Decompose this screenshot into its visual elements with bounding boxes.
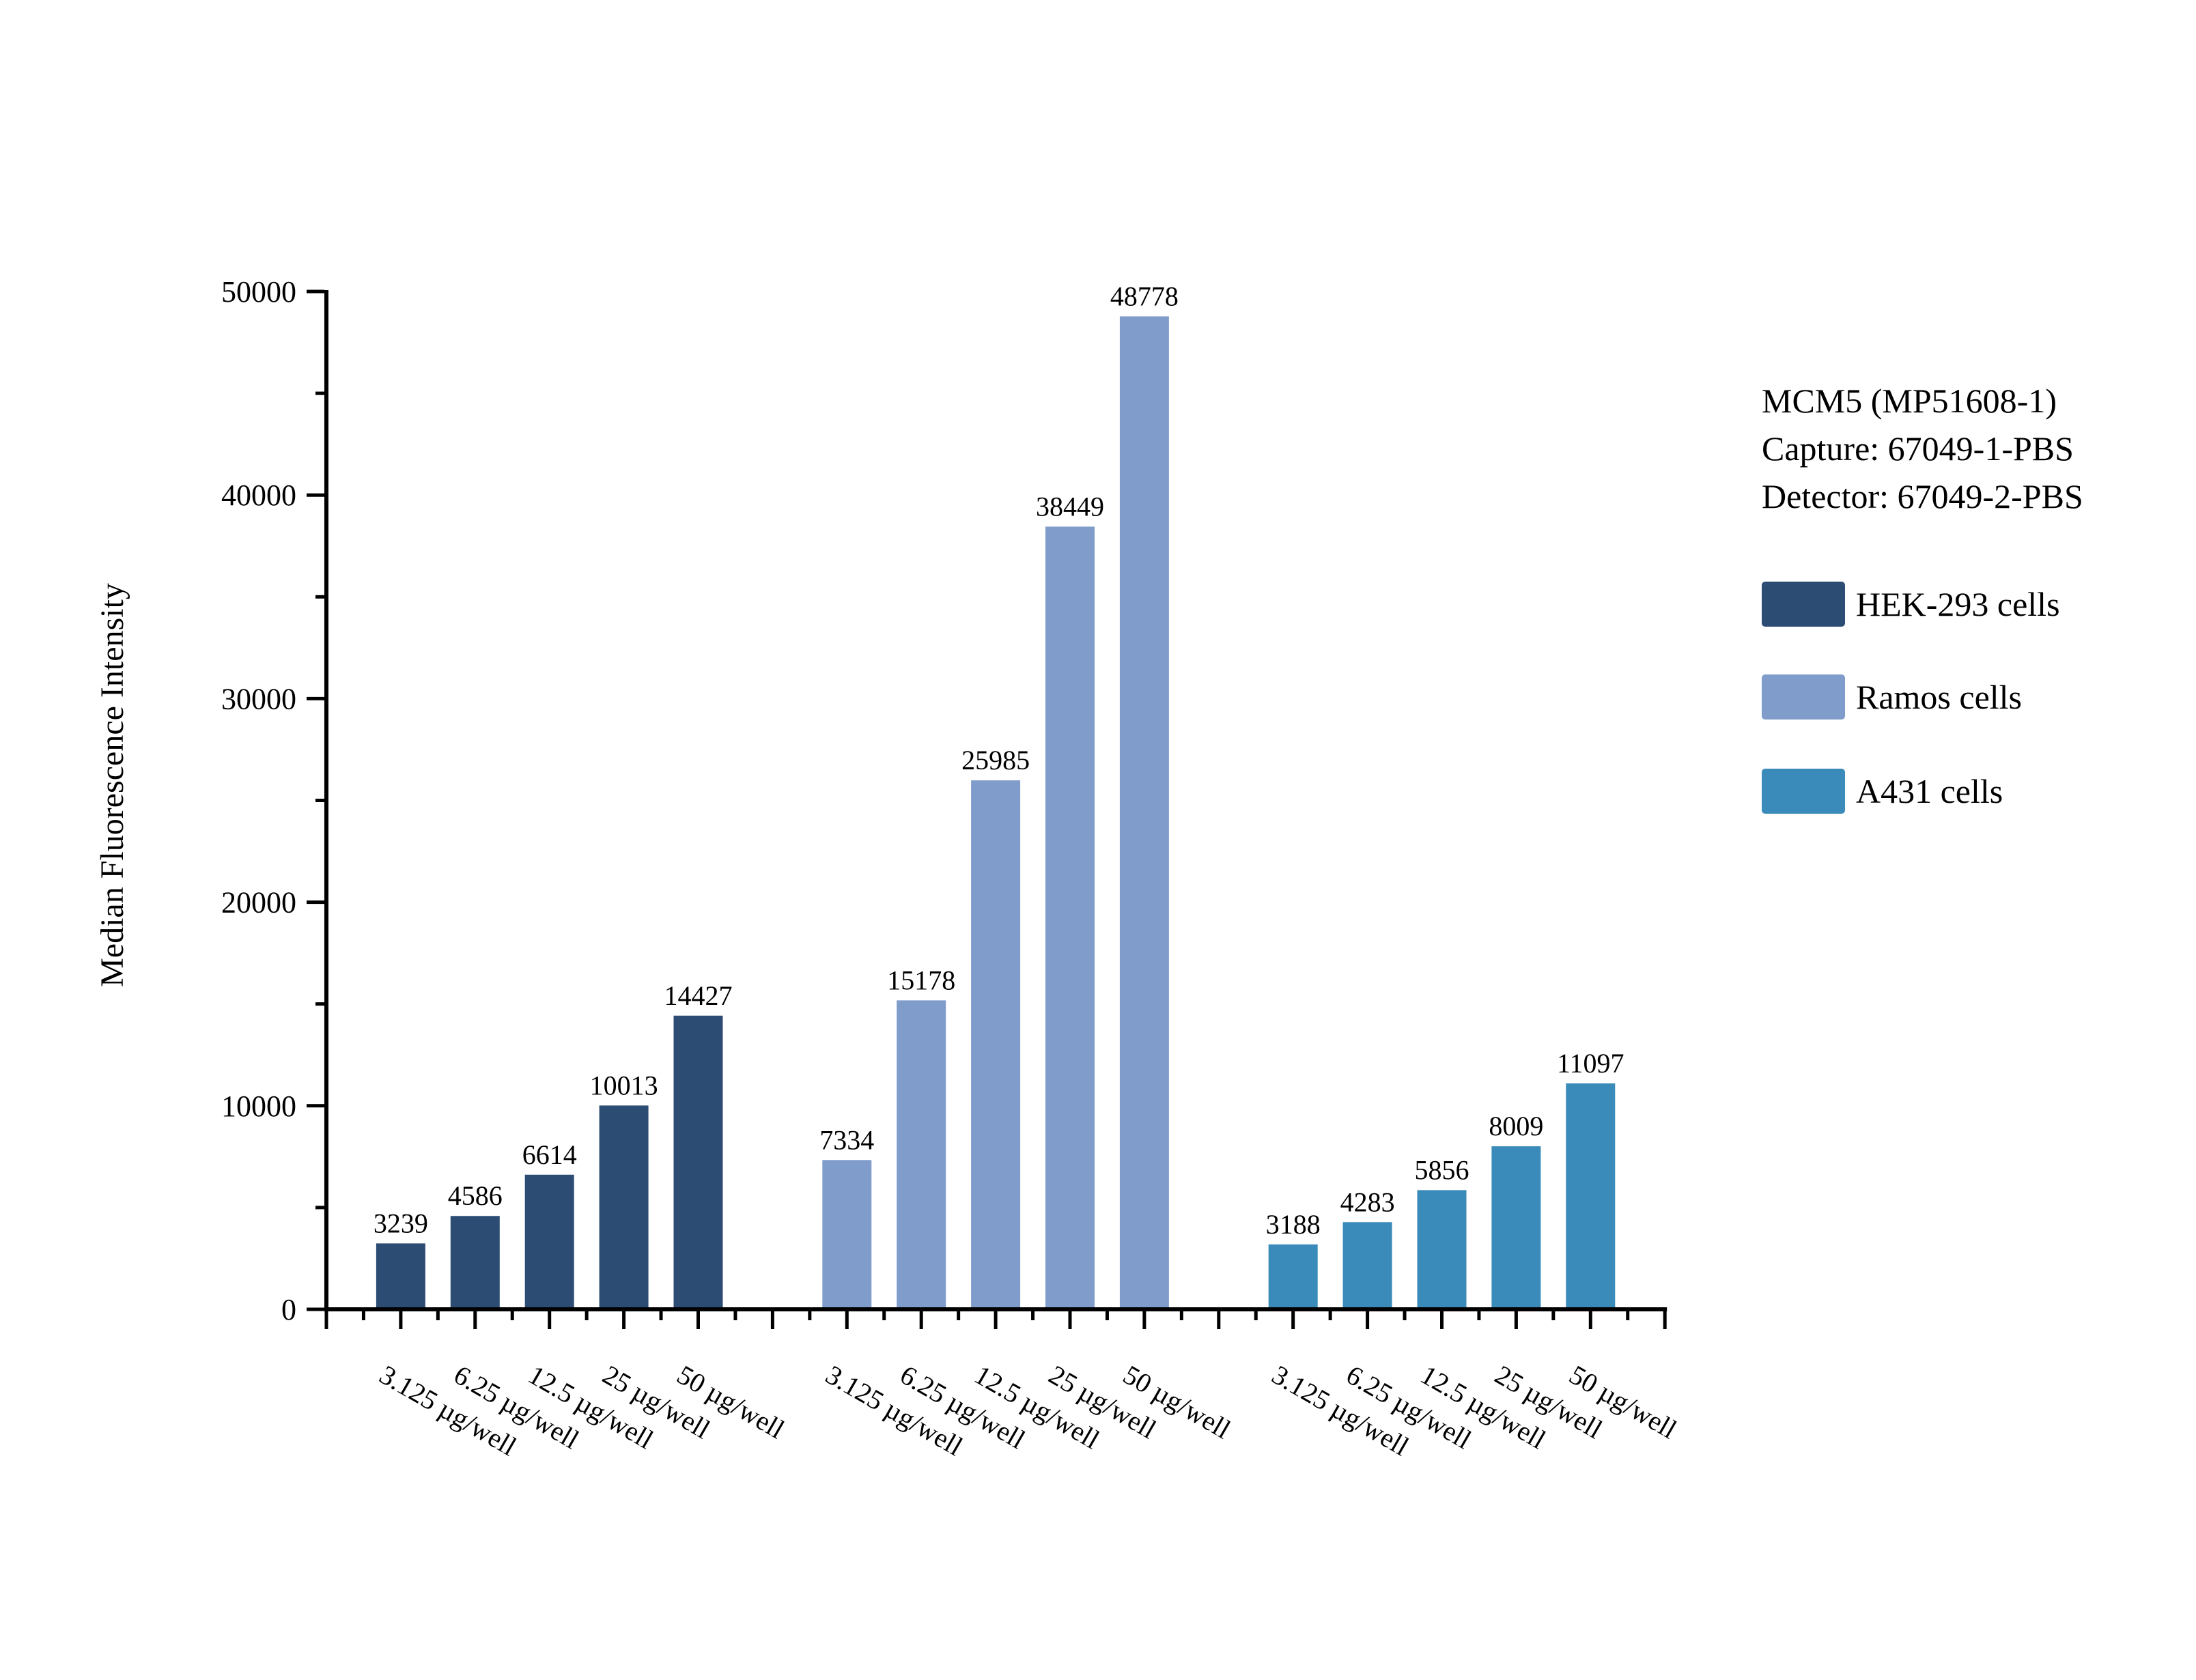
bar [822, 1160, 872, 1309]
y-tick-labels-layer: 0 10000 20000 30000 40000 50000 [221, 275, 296, 1326]
experiment-annotation: MCM5 (MP51608-1) Capture: 67049-1-PBS De… [1762, 377, 2083, 520]
legend-label-hek293: HEK-293 cells [1856, 585, 2060, 623]
legend-item-hek293: HEK-293 cells [1762, 582, 2060, 627]
bar-value-label: 6614 [522, 1139, 577, 1170]
bar [1119, 316, 1169, 1309]
bar [897, 1000, 946, 1309]
bar-value-label: 8009 [1489, 1111, 1543, 1141]
x-axis-ticks [324, 1311, 1667, 1329]
bar-value-label: 10013 [590, 1070, 658, 1100]
bar-value-label: 3239 [374, 1208, 428, 1238]
legend-label-ramos: Ramos cells [1856, 678, 2023, 716]
y-axis-ticks [307, 289, 324, 1311]
y-tick-label: 10000 [221, 1090, 296, 1123]
bar-value-label: 48778 [1110, 281, 1179, 311]
bar [450, 1216, 500, 1309]
bar [1268, 1244, 1318, 1309]
bar-value-label: 7334 [819, 1124, 874, 1155]
bar-value-label: 38449 [1036, 491, 1104, 522]
bar-value-label: 3188 [1266, 1209, 1321, 1240]
bar [524, 1174, 574, 1309]
value-labels-layer: 3239 4586 6614 10013 14427 7334 15178 25985 3844… [374, 281, 1624, 1239]
bar-value-label: 4586 [448, 1180, 503, 1211]
annotation-capture-line: Capture: 67049-1-PBS [1762, 429, 2074, 468]
bar [971, 780, 1021, 1309]
bar [1417, 1190, 1467, 1309]
annotation-detector-line: Detector: 67049-2-PBS [1762, 477, 2083, 515]
bar [673, 1015, 723, 1309]
y-tick-label: 20000 [221, 886, 296, 920]
bar-value-label: 4283 [1340, 1186, 1395, 1217]
bar [1566, 1083, 1616, 1309]
y-tick-label: 40000 [221, 479, 296, 512]
legend-label-a431: A431 cells [1856, 772, 2003, 810]
bar-value-label: 14427 [664, 980, 733, 1011]
bar [1045, 526, 1095, 1309]
bar [1491, 1146, 1541, 1309]
bar-value-label: 11097 [1557, 1048, 1624, 1079]
legend-swatch-a431 [1762, 769, 1845, 814]
y-tick-label: 30000 [221, 682, 296, 715]
legend-swatch-ramos [1762, 674, 1845, 720]
bar-value-label: 5856 [1415, 1154, 1469, 1185]
y-tick-label: 50000 [221, 275, 296, 309]
bar-value-label: 25985 [961, 745, 1030, 775]
y-axis-title: Median Fluorescence Intensity [94, 583, 130, 987]
legend-item-ramos: Ramos cells [1762, 674, 2022, 720]
bar [599, 1105, 649, 1309]
y-tick-label: 0 [281, 1293, 296, 1326]
legend-item-a431: A431 cells [1762, 769, 2003, 814]
bar [376, 1243, 425, 1309]
bars-layer [376, 316, 1616, 1309]
bar-value-label: 15178 [887, 965, 955, 995]
legend-swatch-hek293 [1762, 582, 1845, 627]
bar [1342, 1222, 1392, 1309]
annotation-target-line: MCM5 (MP51608-1) [1762, 382, 2057, 420]
